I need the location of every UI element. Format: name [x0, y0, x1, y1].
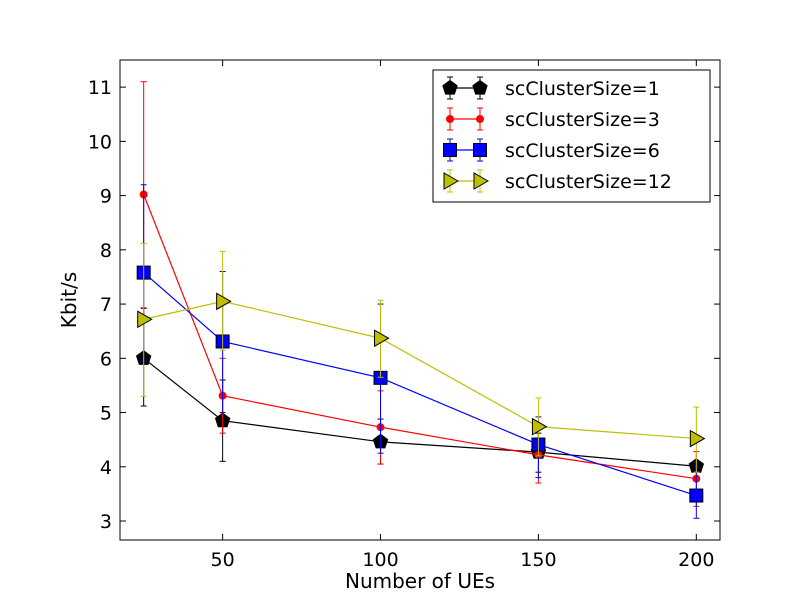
- x-axis-label: Number of UEs: [345, 569, 495, 593]
- legend-marker: [473, 143, 487, 157]
- data-point: [137, 310, 153, 329]
- legend-marker: [473, 172, 490, 190]
- series-3: [136, 184, 704, 519]
- legend-marker: [443, 172, 460, 190]
- legend-marker: [476, 115, 484, 123]
- legend-marker: [472, 79, 488, 95]
- legend-item: scClusterSize=6: [443, 138, 660, 162]
- y-tick-label: 9: [100, 186, 112, 208]
- x-tick-label: 200: [678, 549, 714, 571]
- y-tick-label: 8: [100, 240, 112, 262]
- legend-label: scClusterSize=3: [505, 109, 660, 131]
- data-point: [689, 429, 706, 448]
- data-point: [216, 292, 232, 311]
- series-4: [137, 242, 706, 473]
- y-axis-label: Kbit/s: [57, 272, 81, 328]
- plot-frame: [119, 59, 721, 541]
- x-tick-label: 100: [362, 549, 398, 571]
- legend-item: scClusterSize=1: [442, 76, 660, 100]
- data-point: [374, 329, 390, 348]
- legend-marker: [446, 115, 454, 123]
- x-tick-label: 150: [520, 549, 556, 571]
- legend-label: scClusterSize=6: [505, 140, 660, 162]
- legend-item: scClusterSize=3: [446, 107, 660, 131]
- legend-label: scClusterSize=12: [505, 171, 672, 193]
- y-tick-label: 3: [100, 511, 112, 533]
- legend-label: scClusterSize=1: [505, 78, 660, 100]
- legend: scClusterSize=1 scClusterSize=3 scClusterS…: [432, 69, 711, 203]
- y-tick-label: 6: [100, 348, 112, 370]
- series-layer: [135, 81, 706, 519]
- y-tick-label: 5: [100, 403, 112, 425]
- y-tick-label: 7: [100, 294, 112, 316]
- x-axis-ticks: 50 100 150 200: [211, 60, 714, 571]
- legend-marker: [443, 143, 457, 157]
- legend-item: scClusterSize=12: [443, 169, 672, 193]
- data-point: [531, 417, 548, 436]
- data-point: [689, 488, 704, 503]
- y-tick-label: 10: [88, 131, 112, 153]
- y-tick-label: 4: [100, 457, 112, 479]
- legend-marker: [442, 79, 458, 95]
- y-axis-ticks: 3 4 5 6 7 8 9 10 11: [88, 77, 720, 533]
- y-tick-label: 11: [88, 77, 112, 99]
- x-tick-label: 50: [211, 549, 235, 571]
